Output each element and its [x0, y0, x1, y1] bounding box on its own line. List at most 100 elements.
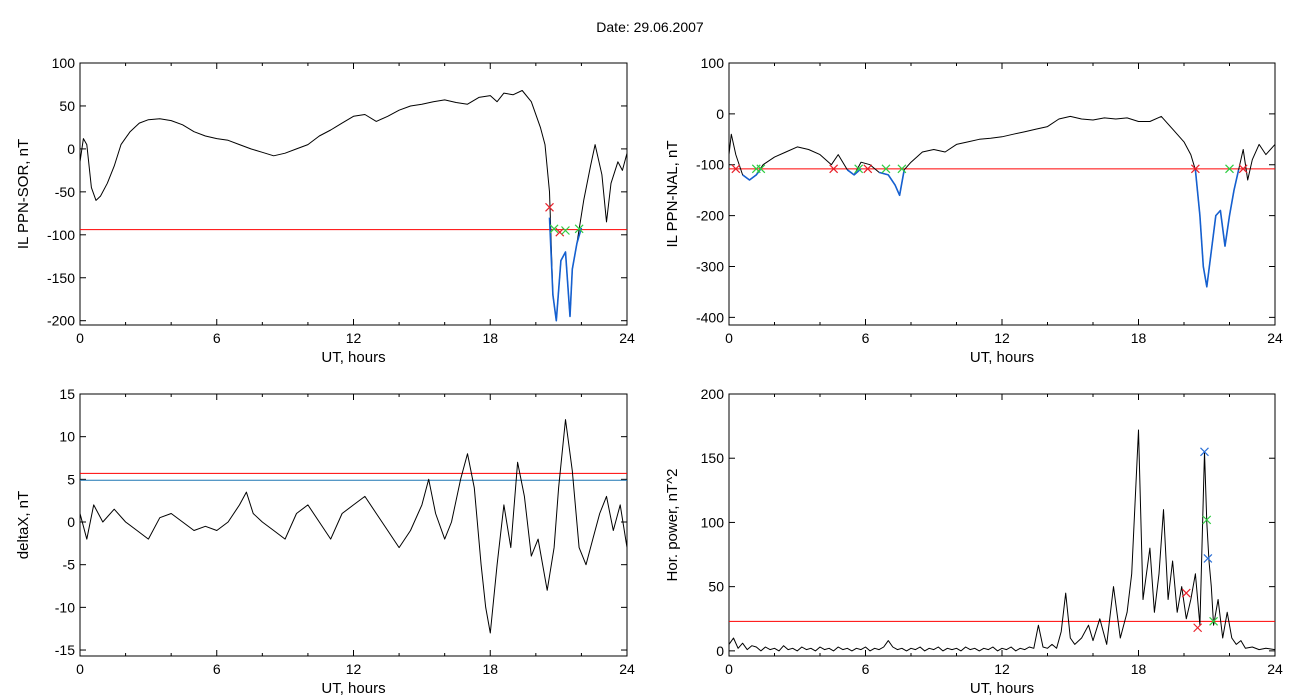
y-tick-label: 100: [701, 55, 725, 71]
marker-stroke: [854, 164, 864, 174]
marker-stroke: [545, 202, 554, 212]
marker-x-green: [756, 164, 766, 174]
x-axis-label: UT, hours: [970, 349, 1034, 366]
marker-stroke: [881, 164, 891, 174]
x-axis-label: UT, hours: [970, 680, 1034, 697]
y-tick-label: -10: [55, 599, 75, 615]
marker-stroke: [1200, 447, 1209, 457]
marker-stroke: [1209, 616, 1218, 626]
x-axis-label: UT, hours: [321, 680, 385, 697]
marker-stroke: [1203, 553, 1213, 563]
marker-x-red: [829, 164, 839, 174]
y-tick-label: -15: [55, 642, 75, 658]
marker-x-green: [854, 164, 864, 174]
x-tick-label: 6: [213, 661, 221, 677]
series-line-black: [729, 429, 1275, 652]
marker-x-red: [863, 164, 873, 174]
y-tick-label: 0: [67, 141, 75, 157]
y-tick-label: 0: [67, 514, 75, 530]
marker-x-red: [555, 227, 565, 237]
y-tick-label: 200: [701, 386, 725, 402]
series-line-blue: [548, 217, 583, 322]
x-tick-label: 0: [76, 330, 84, 346]
y-tick-label: -200: [696, 208, 724, 224]
y-tick-label: 100: [52, 55, 76, 71]
x-tick-label: 6: [862, 330, 870, 346]
y-tick-label: -200: [47, 313, 75, 329]
plot-area: [729, 115, 1275, 288]
x-axis-label: UT, hours: [321, 349, 385, 366]
marker-x-blue: [1203, 553, 1213, 563]
marker-x-green: [1225, 164, 1234, 174]
marker-x-green: [897, 164, 907, 174]
y-tick-label: -5: [63, 557, 76, 573]
series-line-black: [80, 90, 627, 322]
x-tick-label: 24: [1267, 661, 1283, 677]
y-tick-label: -150: [47, 270, 75, 286]
marker-x-red: [545, 202, 554, 212]
marker-stroke: [1193, 623, 1203, 633]
marker-x-red: [1181, 588, 1191, 598]
x-tick-label: 24: [1267, 330, 1283, 346]
plot-frame: [728, 393, 1276, 657]
x-tick-label: 18: [482, 661, 498, 677]
plot-frame: [728, 62, 1276, 326]
x-tick-label: 0: [725, 661, 733, 677]
marker-stroke: [863, 164, 873, 174]
x-tick-label: 24: [619, 330, 635, 346]
y-axis-label: Hor. power, nT^2: [664, 469, 681, 582]
x-tick-label: 0: [725, 330, 733, 346]
panel-il-ppn-nal: 0 6 12 18 24 -400 -300 -200 -100 0 100 UT, hours IL …: [664, 55, 1283, 366]
x-tick-label: 24: [619, 661, 635, 677]
series-line-blue: [846, 168, 862, 176]
marker-x-red: [731, 164, 741, 174]
marker-stroke: [1190, 164, 1200, 174]
marker-stroke: [561, 226, 570, 235]
marker-stroke: [756, 164, 766, 174]
y-tick-label: 50: [708, 579, 724, 595]
y-tick-label: 0: [716, 643, 724, 659]
y-tick-label: 50: [59, 98, 75, 114]
x-tick-label: 6: [213, 330, 221, 346]
y-tick-label: 0: [716, 106, 724, 122]
marker-x-green: [1202, 515, 1212, 525]
x-tick-label: 0: [76, 661, 84, 677]
y-tick-label: 15: [59, 386, 75, 402]
marker-stroke: [829, 164, 839, 174]
marker-x-green: [1209, 616, 1218, 626]
marker-x-red: [1193, 623, 1203, 633]
marker-stroke: [1181, 588, 1191, 598]
y-tick-label: 100: [701, 514, 725, 530]
x-tick-label: 6: [862, 661, 870, 677]
panel-il-ppn-sor: 0 6 12 18 24 -200 -150 -100 -50 0 50 100 UT, hours IL…: [15, 55, 635, 366]
series-line-black: [729, 115, 1275, 288]
y-tick-label: -100: [696, 157, 724, 173]
series-line-blue: [1194, 169, 1240, 288]
x-tick-label: 18: [1131, 661, 1147, 677]
series-line-blue: [878, 169, 905, 197]
marker-stroke: [574, 224, 584, 234]
plot-area: [729, 429, 1275, 652]
x-tick-label: 12: [994, 330, 1010, 346]
x-tick-label: 18: [482, 330, 498, 346]
y-axis-label: deltaX, nT: [15, 491, 32, 559]
y-tick-label: 5: [67, 471, 75, 487]
panel-deltax: 0 6 12 18 24 -15 -10 -5 0 5 10 15 UT, hours deltaX, n…: [15, 386, 635, 697]
marker-x-green: [561, 226, 570, 235]
marker-stroke: [897, 164, 907, 174]
y-tick-label: -50: [55, 184, 75, 200]
marker-x-blue: [1200, 447, 1209, 457]
marker-stroke: [549, 224, 559, 234]
marker-stroke: [1238, 164, 1248, 174]
panel-hor-power: 0 6 12 18 24 0 50 100 150 200 UT, hours Hor. power,…: [664, 386, 1283, 697]
y-tick-label: -100: [47, 227, 75, 243]
marker-stroke: [1225, 164, 1234, 174]
marker-stroke: [1202, 515, 1212, 525]
marker-stroke: [731, 164, 741, 174]
y-axis-label: IL PPN-SOR, nT: [15, 139, 32, 249]
marker-stroke: [555, 227, 565, 237]
marker-x-red: [1238, 164, 1248, 174]
y-tick-label: 10: [59, 429, 75, 445]
y-tick-label: -400: [696, 309, 724, 325]
